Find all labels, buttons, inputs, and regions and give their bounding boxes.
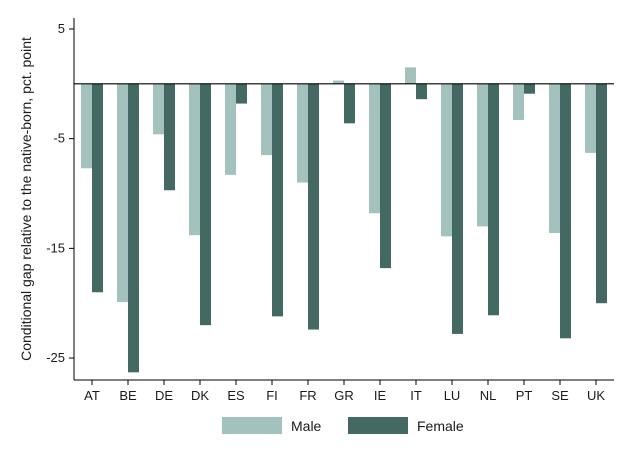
bar-female-it xyxy=(416,83,427,100)
bar-female-be xyxy=(128,83,139,373)
bar-female-fi xyxy=(272,83,283,317)
bar-female-es xyxy=(236,83,247,104)
y-axis-title: Conditional gap relative to the native-b… xyxy=(18,37,34,361)
bar-female-de xyxy=(164,83,175,191)
bar-male-fi xyxy=(261,83,272,156)
x-tick-label-lu: LU xyxy=(444,388,461,403)
legend: Male Female xyxy=(222,417,464,434)
bar-male-nl xyxy=(477,83,488,227)
legend-swatch-female xyxy=(348,417,408,434)
bar-male-it xyxy=(405,67,416,84)
bar-female-uk xyxy=(596,83,607,304)
bar-female-gr xyxy=(344,83,355,124)
x-tick-label-be: BE xyxy=(119,388,137,403)
bar-female-pt xyxy=(524,83,535,94)
x-tick-label-ie: IE xyxy=(374,388,387,403)
bar-female-dk xyxy=(200,83,211,326)
x-tick-label-it: IT xyxy=(410,388,422,403)
x-tick-label-at: AT xyxy=(84,388,100,403)
x-tick-label-uk: UK xyxy=(587,388,605,403)
bar-male-be xyxy=(117,83,128,303)
x-tick-label-nl: NL xyxy=(480,388,497,403)
bar-female-fr xyxy=(308,83,319,330)
x-tick-label-de: DE xyxy=(155,388,173,403)
plot-area: 5 -5 -15 -25 AT BE DE DK ES FI FR GR IE IT LU NL PT SE UK xyxy=(46,18,614,403)
y-tick-label: 5 xyxy=(58,21,65,36)
legend-label-female: Female xyxy=(417,418,464,434)
bar-male-gr xyxy=(333,80,344,84)
legend-label-male: Male xyxy=(291,418,322,434)
bar-female-se xyxy=(560,83,571,339)
bar-male-fr xyxy=(297,83,308,183)
x-tick-label-fr: FR xyxy=(299,388,316,403)
x-tick-label-fi: FI xyxy=(266,388,278,403)
bar-male-ie xyxy=(369,83,380,214)
x-tick-label-pt: PT xyxy=(516,388,533,403)
bar-male-es xyxy=(225,83,236,175)
bar-female-at xyxy=(92,83,103,293)
y-tick-label: -15 xyxy=(46,240,65,255)
bar-male-lu xyxy=(441,83,452,237)
bar-male-uk xyxy=(585,83,596,153)
x-tick-label-es: ES xyxy=(227,388,245,403)
bar-female-lu xyxy=(452,83,463,334)
y-tick-label: -5 xyxy=(53,131,65,146)
bar-male-se xyxy=(549,83,560,234)
x-tick-label-gr: GR xyxy=(334,388,354,403)
bar-male-de xyxy=(153,83,164,135)
bar-male-at xyxy=(81,83,92,169)
x-tick-label-dk: DK xyxy=(191,388,209,403)
bar-female-nl xyxy=(488,83,499,316)
bar-male-pt xyxy=(513,83,524,121)
bar-female-ie xyxy=(380,83,391,269)
legend-swatch-male xyxy=(222,417,282,434)
x-tick-label-se: SE xyxy=(551,388,569,403)
y-tick-label: -25 xyxy=(46,350,65,365)
bar-male-dk xyxy=(189,83,200,236)
